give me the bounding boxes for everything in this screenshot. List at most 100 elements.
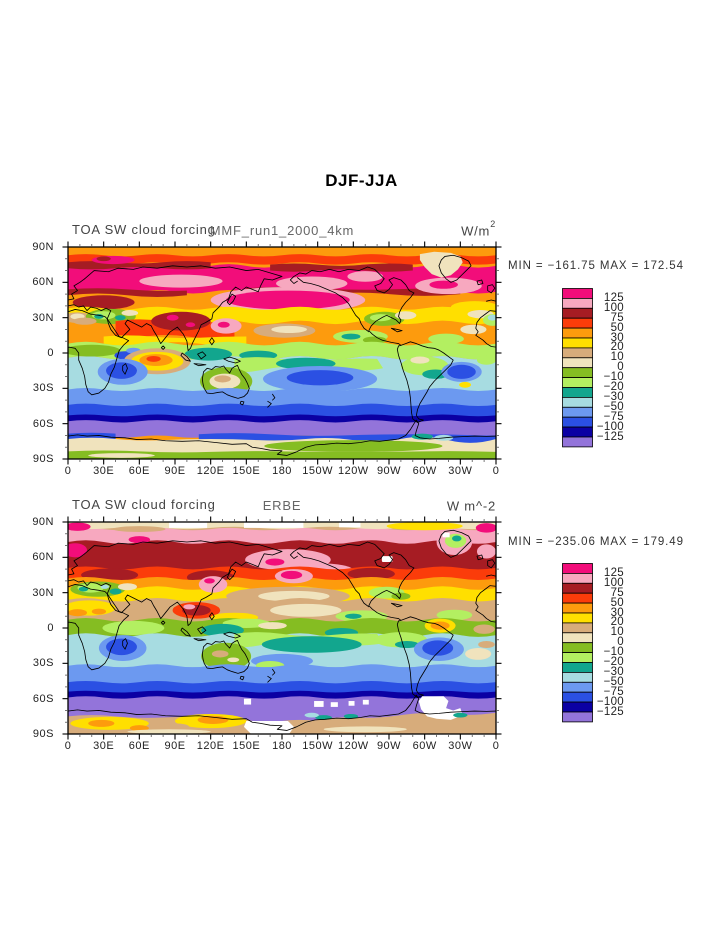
colorbar-tick-label: −50 bbox=[603, 400, 624, 413]
model-map: 90N 60N 30N 0 30S 60S 90S 0 30E 60E 90E 120E 150E 18… bbox=[32, 241, 502, 477]
lat-tick-label: 30N bbox=[32, 586, 54, 599]
colorbar-tick-label: 100 bbox=[603, 301, 624, 314]
units-label: W/m2 bbox=[461, 219, 496, 239]
colorbar-tick-label: 30 bbox=[610, 331, 624, 344]
colorbar-tick-label: −20 bbox=[603, 381, 624, 393]
lon-tick-label: 120E bbox=[196, 740, 225, 752]
colorbar-box bbox=[562, 691, 593, 703]
model-map-art bbox=[68, 247, 496, 459]
colorbar-box bbox=[562, 582, 593, 594]
lat-tick-label: 60S bbox=[32, 417, 54, 430]
variable-label: TOA SW cloud forcing bbox=[72, 497, 216, 512]
run-label: MMF_run1_2000_4km bbox=[209, 223, 355, 238]
colorbar-box bbox=[562, 563, 593, 574]
colorbar-box bbox=[562, 711, 593, 723]
colorbar-tick-label: −50 bbox=[603, 675, 624, 688]
model-lon-axis: 0 30E 60E 90E 120E 150E 180 150W 120W 90W 60W 30W 0 bbox=[64, 465, 499, 481]
colorbar-box bbox=[562, 307, 593, 319]
colorbar-tick-label: 10 bbox=[610, 351, 624, 364]
colorbar-tick-label: 75 bbox=[610, 586, 624, 599]
colorbar-box bbox=[562, 297, 593, 309]
lat-tick-label: 90S bbox=[32, 453, 54, 465]
lon-tick-label: 180 bbox=[272, 740, 292, 752]
colorbar-box bbox=[562, 416, 593, 428]
colorbar-box bbox=[562, 347, 593, 359]
lat-tick-label: 30N bbox=[32, 311, 54, 324]
lat-tick-label: 30S bbox=[32, 382, 54, 395]
colorbar-tick-label: 100 bbox=[603, 576, 624, 589]
colorbar-box bbox=[562, 592, 593, 604]
colorbar-tick-label: 125 bbox=[603, 291, 624, 304]
lon-tick-label: 30W bbox=[448, 465, 473, 477]
lon-tick-label: 150E bbox=[232, 465, 261, 477]
lon-tick-label: 150E bbox=[232, 740, 261, 752]
colorbar-tick-label: 0 bbox=[617, 636, 624, 649]
lon-tick-label: 120E bbox=[196, 465, 225, 477]
lon-tick-label: 90W bbox=[376, 465, 402, 477]
lon-tick-label: 150W bbox=[302, 740, 334, 752]
colorbar-box bbox=[562, 317, 593, 329]
colorbar-box bbox=[562, 397, 593, 408]
lon-tick-label: 120W bbox=[337, 465, 369, 477]
lat-tick-label: 0 bbox=[47, 622, 54, 634]
lon-tick-label: 0 bbox=[492, 465, 500, 477]
lat-tick-label: 0 bbox=[47, 347, 54, 359]
units-label: W m^-2 bbox=[446, 498, 496, 514]
figure-title: DJF-JJA bbox=[325, 171, 398, 190]
colorbar-tick-label: 10 bbox=[610, 626, 624, 639]
model-minmax: MIN = −161.75 MAX = 172.54 bbox=[508, 260, 684, 272]
colorbar-tick-label: 50 bbox=[610, 596, 624, 609]
colorbar-box bbox=[562, 436, 593, 448]
colorbar-box bbox=[562, 367, 593, 378]
lon-tick-label: 60W bbox=[412, 740, 437, 752]
lon-tick-label: 90E bbox=[164, 465, 186, 477]
colorbar-box bbox=[562, 642, 593, 653]
variable-label: TOA SW cloud forcing bbox=[72, 222, 216, 237]
lon-tick-label: 30E bbox=[93, 740, 115, 752]
colorbar-box bbox=[562, 288, 593, 299]
lon-tick-label: 60E bbox=[128, 465, 150, 477]
lon-tick-label: 60E bbox=[128, 740, 150, 752]
colorbar-tick-label: −125 bbox=[596, 430, 624, 443]
colorbar-box bbox=[562, 327, 593, 339]
erbe-panel-header: TOA SW cloud forcing ERBE W m^-2 bbox=[68, 497, 496, 513]
colorbar-tick-label: −30 bbox=[603, 390, 624, 403]
model-colorbar-labels: 125 100 75 50 30 20 10 0 −10 −20 −30 −50 −75 −100 −125 bbox=[596, 288, 624, 446]
model-panel-header: TOA SW cloud forcing MMF_run1_2000_4km W… bbox=[68, 219, 496, 239]
colorbar-tick-label: −100 bbox=[596, 420, 624, 433]
erbe-colorbar-boxes bbox=[562, 563, 593, 723]
lon-tick-label: 150W bbox=[302, 465, 334, 477]
colorbar-box bbox=[562, 387, 593, 398]
colorbar-box bbox=[562, 622, 593, 634]
lon-tick-label: 180 bbox=[272, 465, 292, 477]
lat-tick-label: 90N bbox=[32, 241, 54, 253]
colorbar-tick-label: 125 bbox=[603, 566, 624, 579]
colorbar-tick-label: −10 bbox=[603, 646, 624, 659]
colorbar-box bbox=[562, 602, 593, 614]
lat-tick-label: 60S bbox=[32, 692, 54, 705]
model-contour-field bbox=[68, 247, 496, 459]
lat-tick-label: 60N bbox=[32, 551, 54, 564]
colorbar-box bbox=[562, 681, 593, 693]
colorbar-tick-label: 20 bbox=[610, 616, 624, 629]
model-colorbar-boxes bbox=[562, 288, 593, 448]
erbe-colorbar-labels: 125 100 75 50 30 20 10 0 −10 −20 −30 −50 −75 −100 −125 bbox=[596, 563, 624, 721]
erbe-colorbar: 125 100 75 50 30 20 10 0 −10 −20 −30 −50 −75 −100 −125 bbox=[562, 563, 632, 723]
lon-tick-label: 90E bbox=[164, 740, 186, 752]
lat-tick-label: 90N bbox=[32, 516, 54, 528]
lon-tick-label: 0 bbox=[64, 465, 72, 477]
lon-tick-label: 30E bbox=[93, 465, 115, 477]
obs-label: ERBE bbox=[262, 498, 302, 513]
erbe-map: 90N 60N 30N 0 30S 60S 90S 0 30E 60E 90E 120E 150E 18… bbox=[32, 516, 502, 752]
lon-tick-label: 90W bbox=[376, 740, 402, 752]
colorbar-box bbox=[562, 357, 593, 369]
lon-tick-label: 0 bbox=[64, 740, 72, 752]
colorbar-box bbox=[562, 337, 593, 349]
colorbar-box bbox=[562, 377, 593, 388]
colorbar-tick-label: 30 bbox=[610, 606, 624, 619]
erbe-minmax: MIN = −235.06 MAX = 179.49 bbox=[508, 536, 684, 548]
erbe-lon-axis: 0 30E 60E 90E 120E 150E 180 150W 120W 90W 60W 30W 0 bbox=[64, 740, 499, 756]
model-colorbar: 125 100 75 50 30 20 10 0 −10 −20 −30 −50 −75 −100 −125 bbox=[562, 288, 632, 448]
colorbar-box bbox=[562, 426, 593, 438]
